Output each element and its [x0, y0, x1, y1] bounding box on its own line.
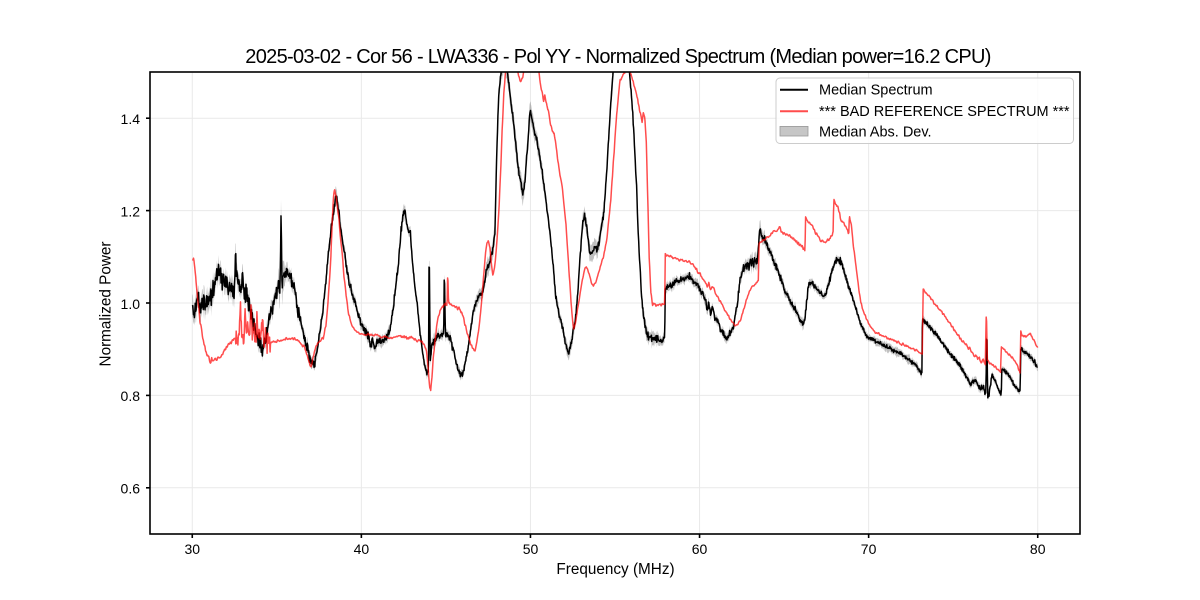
svg-text:1.2: 1.2 [121, 203, 141, 219]
svg-text:Median Abs. Dev.: Median Abs. Dev. [819, 124, 932, 140]
svg-text:1.4: 1.4 [121, 111, 141, 127]
svg-text:Normalized Power: Normalized Power [98, 242, 115, 367]
svg-text:0.6: 0.6 [121, 481, 141, 497]
svg-text:Frequency (MHz): Frequency (MHz) [556, 561, 674, 578]
svg-text:80: 80 [1030, 541, 1046, 557]
svg-text:1.0: 1.0 [121, 296, 141, 312]
svg-text:40: 40 [354, 541, 370, 557]
svg-text:50: 50 [523, 541, 539, 557]
svg-text:2025-03-02 - Cor 56 - LWA336 -: 2025-03-02 - Cor 56 - LWA336 - Pol YY - … [245, 46, 990, 68]
svg-text:Median Spectrum: Median Spectrum [819, 83, 933, 99]
svg-text:30: 30 [185, 541, 201, 557]
svg-text:70: 70 [861, 541, 877, 557]
svg-text:60: 60 [692, 541, 708, 557]
svg-text:*** BAD REFERENCE SPECTRUM ***: *** BAD REFERENCE SPECTRUM *** [819, 104, 1070, 120]
svg-text:0.8: 0.8 [121, 388, 141, 404]
